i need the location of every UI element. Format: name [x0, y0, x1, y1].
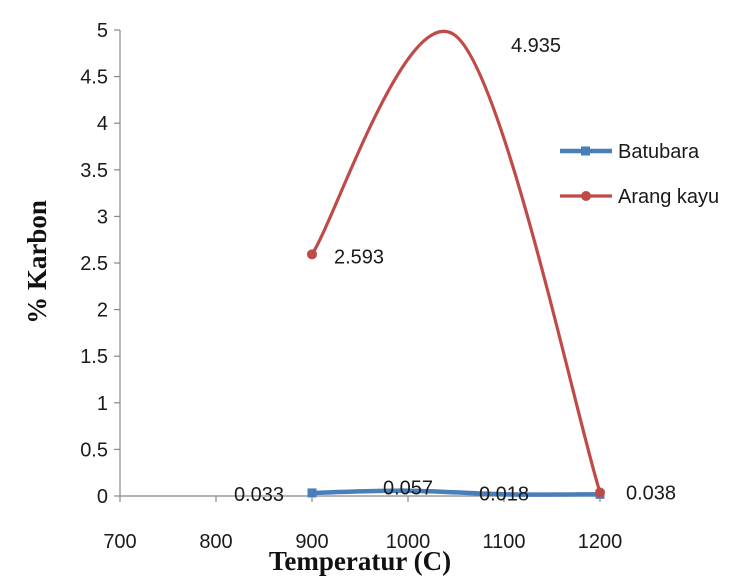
y-tick-label: 4: [97, 113, 108, 135]
data-label: 0.057: [383, 478, 433, 500]
y-tick-label: 1.5: [80, 346, 108, 368]
y-tick-label: 5: [97, 20, 108, 42]
y-tick-label: 3: [97, 206, 108, 228]
data-labels: 0.033 0.057 0.018 2.593 4.935 0.038: [234, 35, 676, 506]
data-label: 4.935: [511, 35, 561, 57]
y-tick-label: 0: [97, 486, 108, 508]
data-label: 2.593: [334, 246, 384, 268]
axes: 0 0.5 1 1.5 2 2.5 3 3.5 4 4.5 5 700 800 900 1000 1100 12…: [80, 20, 622, 553]
y-tick-label: 2: [97, 300, 108, 322]
x-tick-label: 1100: [482, 531, 525, 553]
data-point-arang-kayu: [595, 487, 605, 498]
legend-label: Arang kayu: [618, 186, 719, 208]
data-point-batubara: [307, 488, 317, 498]
y-tick-label: 4.5: [80, 67, 108, 89]
y-axis-title: % Karbon: [22, 200, 52, 324]
x-tick-label: 1200: [578, 531, 623, 553]
legend: Batubara Arang kayu: [560, 141, 719, 208]
series-lines: [307, 30, 605, 499]
series-line-batubara: [309, 488, 603, 497]
data-point-arang-kayu: [307, 249, 317, 260]
y-tick-label: 3.5: [80, 160, 108, 182]
x-tick-label: 700: [103, 531, 136, 553]
legend-marker: [581, 191, 591, 201]
legend-marker: [581, 146, 590, 156]
y-tick-label: 1: [97, 393, 108, 415]
legend-label: Batubara: [618, 141, 700, 163]
data-label: 0.038: [626, 482, 676, 504]
x-tick-label: 1000: [386, 531, 431, 553]
x-axis-title: Temperatur (C): [269, 546, 451, 576]
series-line-arang-kayu: [310, 30, 602, 495]
data-label: 0.018: [479, 483, 529, 505]
x-tick-label: 800: [199, 531, 232, 553]
data-label: 0.033: [234, 484, 284, 506]
x-tick-label: 900: [295, 531, 328, 553]
y-tick-label: 0.5: [80, 439, 108, 461]
y-tick-label: 2.5: [80, 253, 108, 275]
